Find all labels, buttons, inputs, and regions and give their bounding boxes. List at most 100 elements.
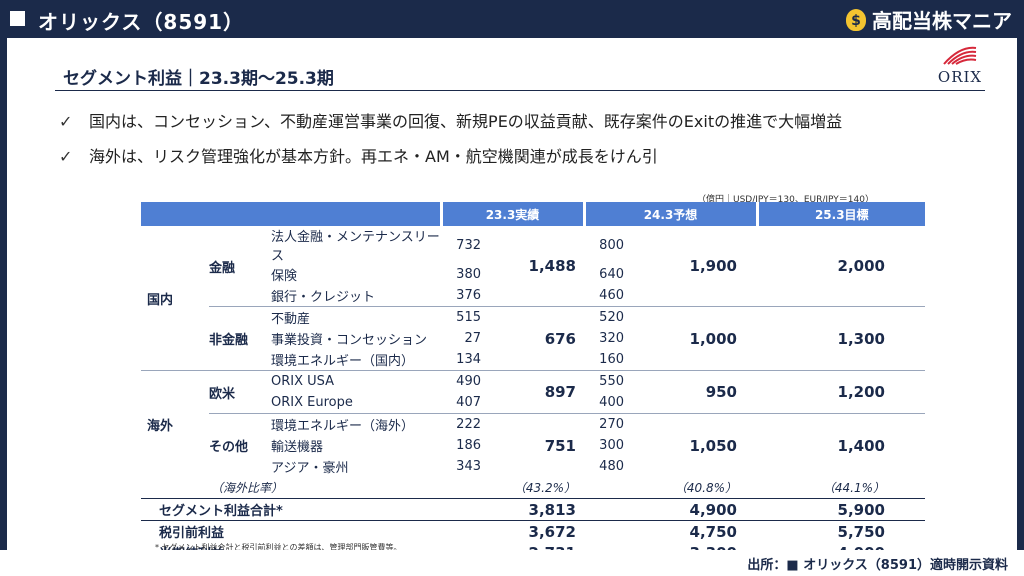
logo-text: ORIX (937, 68, 983, 86)
table-row: 保険 380 640 (141, 264, 925, 285)
ratio-value: （43.2%） (513, 481, 576, 495)
summary-value: 5,750 (757, 520, 925, 542)
item-label: アジア・豪州 (271, 461, 349, 476)
value: 222 (441, 413, 481, 435)
item-label: ORIX USA (271, 370, 441, 392)
category-other: その他 (209, 413, 271, 477)
bullet-text: 海外は、リスク管理強化が基本方針。再エネ・AM・航空機関連が成長をけん引 (89, 147, 658, 166)
target-value: 1,400 (757, 413, 925, 477)
table-row: 輸送機器 186 300 (141, 435, 925, 456)
check-icon: ✓ (59, 147, 73, 166)
table-row: 海外 欧米 ORIX USA 490 897 550 950 1,200 (141, 370, 925, 477)
value: 460 (599, 288, 624, 303)
item-label: 不動産 (271, 306, 441, 328)
summary-label: 税引前利益 (141, 520, 441, 542)
value: 407 (456, 395, 481, 410)
value: 480 (599, 459, 624, 474)
value: 343 (456, 459, 481, 474)
category-nonfinance: 非金融 (209, 306, 271, 371)
value: 134 (456, 352, 481, 367)
value: 376 (456, 288, 481, 303)
table-row: 国内 金融 法人金融・メンテナンスリース 732 1,488 800 1,900… (141, 226, 925, 308)
square-icon (10, 11, 25, 26)
footnote: * セグメント利益合計と税引前利益との差額は、管理部門販管費等。 (155, 543, 402, 552)
category-finance: 金融 (209, 260, 236, 276)
value: 490 (441, 370, 481, 392)
bullet-item: ✓ 国内は、コンセッション、不動産運営事業の回復、新規PEの収益貢献、既存案件のE… (59, 108, 842, 132)
unit-note: （億円｜USD/JPY＝130、EUR/JPY＝140） (697, 195, 874, 205)
table-row: その他 環境エネルギー（海外） 222 751 270 1,050 1,400 (141, 413, 925, 477)
summary-label: セグメント利益合計* (141, 498, 441, 521)
total-value: 1,050 (624, 413, 757, 477)
total-value: 751 (481, 413, 584, 477)
value: 27 (464, 331, 481, 346)
value: 300 (599, 438, 624, 453)
value: 550 (584, 370, 624, 392)
total-value: 1,900 (689, 257, 737, 275)
total-value: 676 (481, 306, 584, 371)
value: 520 (584, 306, 624, 328)
value: 732 (456, 237, 481, 253)
item-label: 事業投資・コンセッション (271, 333, 428, 348)
summary-value: 3,813 (441, 498, 584, 521)
table-header-row: 23.3実績 24.3予想 25.3目標 (141, 202, 925, 226)
item-label: 法人金融・メンテナンスリース (271, 230, 440, 264)
target-value: 1,200 (757, 370, 925, 414)
item-label: 輸送機器 (271, 440, 324, 455)
orix-logo-icon (943, 46, 977, 65)
top-bar: オリックス（8591） $ 高配当株マニア (0, 0, 1024, 38)
money-bag-icon: $ (846, 8, 866, 31)
value: 640 (599, 267, 624, 282)
header-25-3: 25.3目標 (755, 202, 925, 226)
item-label: ORIX Europe (271, 395, 353, 410)
section-divider (55, 90, 985, 91)
table-row: ORIX Europe 407 400 (141, 392, 925, 414)
item-label: 環境エネルギー（国内） (271, 354, 415, 369)
value: 400 (599, 395, 624, 410)
target-value: 2,000 (837, 257, 885, 275)
source-credit: 出所：■ オリックス（8591）適時開示資料 (747, 558, 1008, 573)
item-label: 保険 (271, 269, 298, 284)
region-overseas: 海外 (141, 370, 209, 477)
ratio-value: （44.1%） (822, 481, 885, 495)
bottom-bar (0, 550, 1024, 576)
value: 186 (456, 438, 481, 453)
value: 270 (584, 413, 624, 435)
brand: $ 高配当株マニア (846, 5, 1012, 34)
summary-value: 4,750 (584, 520, 757, 542)
header-23-3: 23.3実績 (439, 202, 584, 226)
table-row: 事業投資・コンセッション 27 320 (141, 328, 925, 349)
summary-row: セグメント利益合計* 3,813 4,900 5,900 (141, 498, 925, 521)
bullet-item: ✓ 海外は、リスク管理強化が基本方針。再エネ・AM・航空機関連が成長をけん引 (59, 143, 658, 167)
section-title: セグメント利益｜23.3期〜25.3期 (63, 69, 334, 89)
segment-profit-table: 23.3実績 24.3予想 25.3目標 国内 金融 法人金融・メンテナンスリー… (141, 202, 925, 563)
region-domestic: 国内 (147, 292, 174, 308)
header-24-3: 24.3予想 (582, 202, 757, 226)
slide-content: セグメント利益｜23.3期〜25.3期 ORIX ✓ 国内は、コンセッション、不動… (7, 38, 1017, 562)
ratio-label: （海外比率） (211, 481, 284, 495)
target-value: 1,300 (757, 306, 925, 371)
brand-name: 高配当株マニア (872, 9, 1012, 33)
summary-value: 4,900 (584, 498, 757, 521)
page-title: オリックス（8591） (38, 10, 245, 34)
overseas-ratio-row: （海外比率） （43.2%） （40.8%） （44.1%） (141, 477, 925, 499)
table-row: 環境エネルギー（国内） 134 160 (141, 349, 925, 371)
table-row: 非金融 不動産 515 676 520 1,000 1,300 (141, 306, 925, 371)
total-value: 1,488 (528, 257, 576, 275)
orix-logo: ORIX (937, 44, 983, 86)
ratio-value: （40.8%） (674, 481, 737, 495)
total-value: 897 (481, 370, 584, 414)
summary-value: 5,900 (757, 498, 925, 521)
value: 380 (456, 267, 481, 282)
check-icon: ✓ (59, 112, 73, 131)
value: 515 (441, 306, 481, 328)
table-row: 銀行・クレジット 376 460 (141, 285, 925, 307)
total-value: 1,000 (624, 306, 757, 371)
item-label: 銀行・クレジット (271, 290, 376, 305)
value: 320 (599, 331, 624, 346)
summary-value: 3,672 (441, 520, 584, 542)
table-row: アジア・豪州 343 480 (141, 456, 925, 477)
category-europe-us: 欧米 (209, 370, 271, 414)
total-value: 950 (624, 370, 757, 414)
value: 800 (599, 237, 624, 253)
